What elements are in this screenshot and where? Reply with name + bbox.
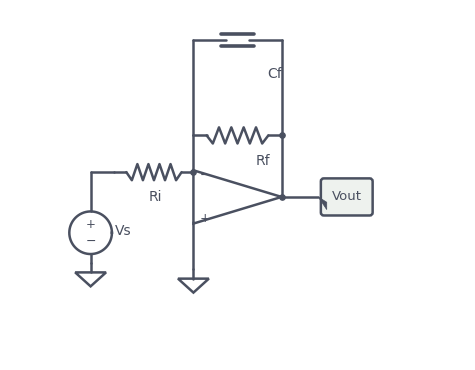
Text: Rf: Rf [256, 154, 271, 168]
Text: Cf: Cf [267, 67, 282, 81]
Polygon shape [318, 197, 327, 209]
Text: Ri: Ri [148, 190, 162, 204]
Text: −: − [200, 169, 210, 182]
Text: −: − [86, 235, 96, 248]
Text: +: + [86, 218, 95, 231]
Text: Vout: Vout [332, 191, 362, 204]
Text: +: + [200, 212, 210, 225]
Text: Vs: Vs [114, 224, 131, 238]
FancyBboxPatch shape [321, 178, 373, 215]
